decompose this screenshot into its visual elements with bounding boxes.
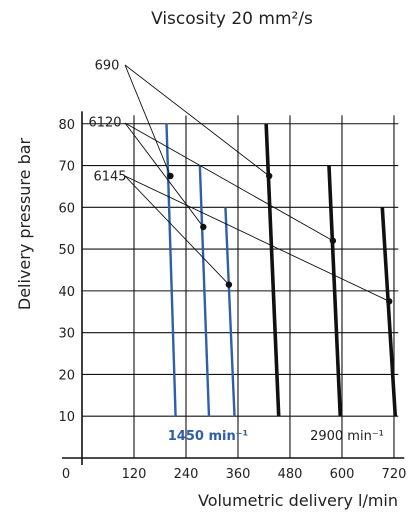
leader-line-6120-1	[124, 122, 334, 242]
x-tick-label: 360	[226, 467, 251, 482]
leader-line-6145-0	[124, 175, 230, 285]
speed-label-2900: 2900 min⁻¹	[310, 429, 384, 444]
chart-title: Viscosity 20 mm²/s	[151, 9, 313, 29]
model-label-6120: 6120	[88, 116, 121, 131]
x-tick-label: 0	[62, 467, 70, 482]
operating-point-6120-1	[329, 237, 337, 244]
leader-line-690-1	[124, 64, 270, 177]
series-line-6145-2900	[380, 207, 398, 417]
grid	[82, 115, 399, 458]
operating-point-6120-0	[200, 223, 207, 231]
tick-labels: 0 120 240 360 480 600 720 10 20 30 40 50 60 70 80	[58, 118, 406, 482]
x-tick-label: 480	[278, 467, 303, 482]
y-axis-title: Delivery pressure bar	[15, 137, 34, 310]
x-tick-label: 120	[122, 467, 147, 482]
y-tick-label: 70	[58, 160, 75, 175]
speed-label-1450: 1450 min⁻¹	[168, 429, 249, 444]
y-tick-label: 10	[58, 410, 75, 425]
x-tick-label: 240	[174, 467, 199, 482]
y-tick-label: 30	[58, 327, 75, 342]
operating-point-6145-1	[386, 298, 393, 305]
y-tick-label: 60	[58, 201, 75, 216]
operating-point-6145-0	[225, 281, 233, 288]
leader-line-690-0	[124, 64, 171, 177]
y-tick-label: 40	[58, 285, 75, 300]
model-label-6145: 6145	[93, 170, 126, 185]
x-tick-label: 720	[382, 467, 407, 482]
y-tick-label: 20	[58, 368, 75, 383]
series-line-6145-1450	[224, 207, 236, 417]
y-tick-label: 50	[58, 243, 75, 258]
y-tick-label: 80	[58, 118, 75, 133]
operating-point-690-0	[167, 172, 174, 180]
model-annotations: 690 6120 6145	[88, 59, 393, 305]
series-line-690-2900	[264, 123, 281, 417]
operating-point-690-1	[265, 172, 273, 180]
x-axis-title: Volumetric delivery l/min	[198, 491, 398, 510]
series-line-6120-1450	[198, 165, 211, 417]
leader-line-6145-1	[124, 175, 390, 302]
series-group	[165, 123, 398, 417]
axes	[62, 111, 405, 465]
model-label-690: 690	[95, 59, 120, 74]
x-tick-label: 600	[330, 467, 355, 482]
leader-line-6120-0	[124, 122, 204, 228]
series-line-6120-2900	[327, 165, 343, 417]
series-line-690-1450	[165, 123, 177, 417]
